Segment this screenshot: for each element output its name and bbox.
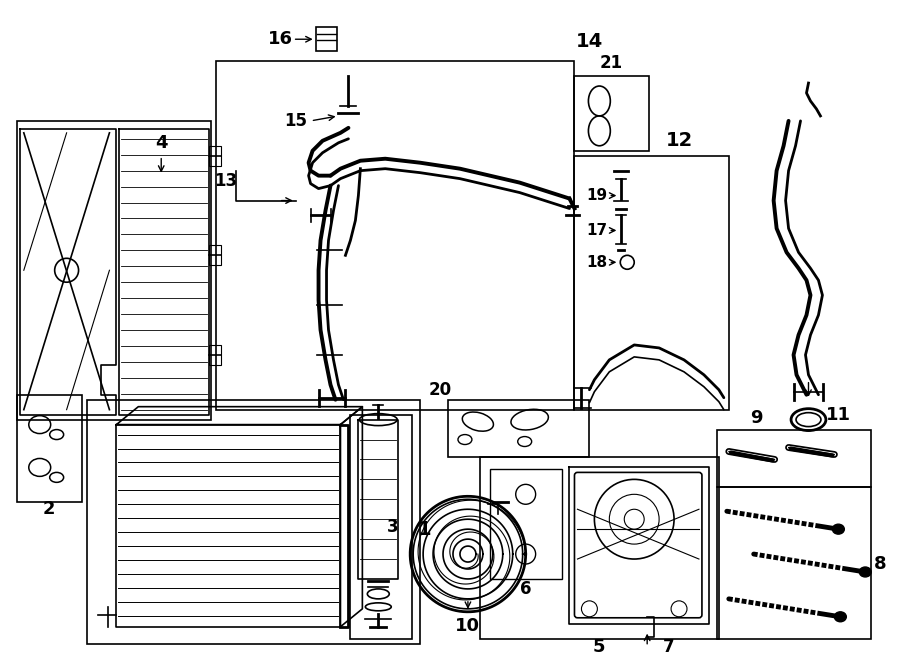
Bar xyxy=(717,430,871,487)
Text: 2: 2 xyxy=(42,500,55,518)
Ellipse shape xyxy=(860,567,871,577)
Text: 16: 16 xyxy=(268,30,293,48)
Text: 1: 1 xyxy=(418,520,432,539)
Text: 3: 3 xyxy=(386,518,398,536)
Text: 7: 7 xyxy=(663,638,675,656)
Text: 14: 14 xyxy=(576,32,603,51)
Text: 18: 18 xyxy=(586,254,607,270)
Bar xyxy=(17,395,82,502)
Text: 9: 9 xyxy=(751,408,763,426)
Bar xyxy=(448,400,590,457)
Ellipse shape xyxy=(832,524,844,534)
Text: 15: 15 xyxy=(284,112,307,130)
Text: 11: 11 xyxy=(826,406,850,424)
Text: 4: 4 xyxy=(155,134,167,152)
Text: 13: 13 xyxy=(214,172,238,190)
Text: 21: 21 xyxy=(599,54,623,72)
Text: 10: 10 xyxy=(455,617,481,635)
Bar xyxy=(717,487,871,639)
Text: 17: 17 xyxy=(586,223,607,238)
Bar xyxy=(17,121,211,420)
Bar xyxy=(350,414,412,639)
Bar xyxy=(209,245,221,265)
Bar xyxy=(480,457,719,639)
Text: 8: 8 xyxy=(874,555,886,573)
Bar xyxy=(490,469,562,579)
Bar xyxy=(209,146,221,166)
Bar xyxy=(209,345,221,365)
Bar xyxy=(574,76,649,151)
Bar xyxy=(86,400,420,644)
Ellipse shape xyxy=(834,612,846,622)
Text: 12: 12 xyxy=(665,132,693,150)
Text: 20: 20 xyxy=(428,381,452,399)
Text: 6: 6 xyxy=(520,580,531,598)
Text: 5: 5 xyxy=(593,638,606,656)
Bar xyxy=(574,156,729,410)
Bar xyxy=(216,61,574,410)
Text: 19: 19 xyxy=(586,188,607,203)
